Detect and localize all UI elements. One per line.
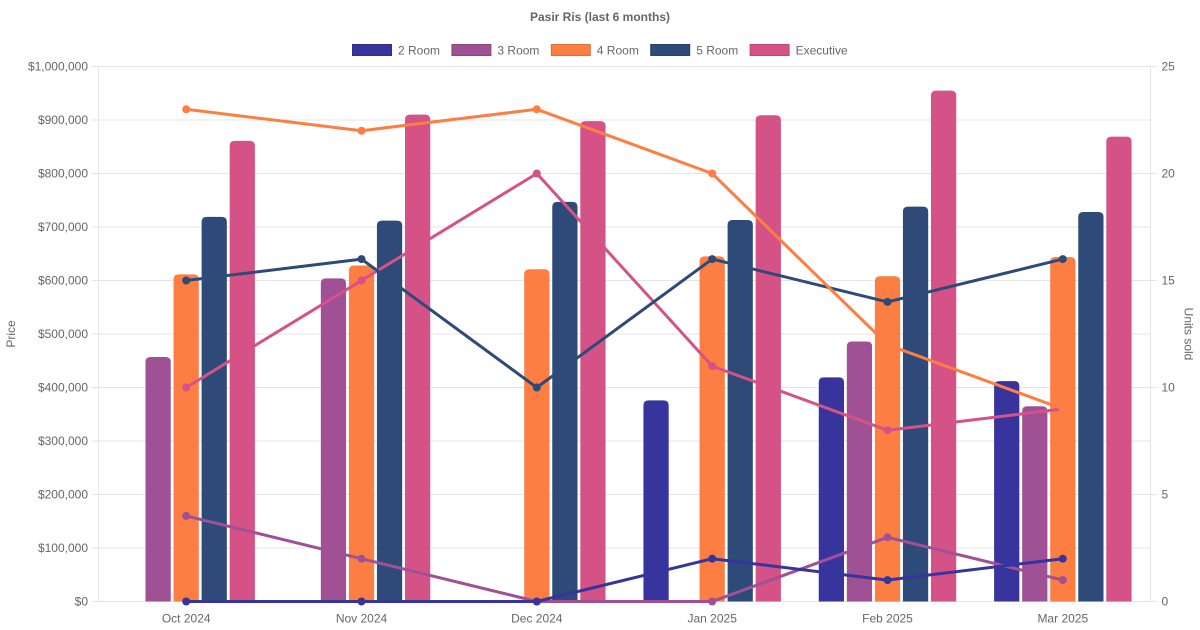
svg-text:5: 5 (1162, 488, 1169, 502)
svg-text:$800,000: $800,000 (38, 167, 88, 181)
svg-text:Executive: Executive (796, 44, 848, 58)
svg-text:3 Room: 3 Room (497, 44, 539, 58)
svg-text:15: 15 (1162, 274, 1176, 288)
svg-text:$200,000: $200,000 (38, 488, 88, 502)
svg-text:$900,000: $900,000 (38, 113, 88, 127)
svg-text:Nov 2024: Nov 2024 (336, 612, 388, 626)
svg-text:2 Room: 2 Room (398, 44, 440, 58)
svg-text:0: 0 (1162, 595, 1169, 609)
svg-text:10: 10 (1162, 381, 1176, 395)
svg-text:5 Room: 5 Room (696, 44, 738, 58)
svg-text:$0: $0 (75, 595, 89, 609)
svg-text:$300,000: $300,000 (38, 434, 88, 448)
svg-text:Jan 2025: Jan 2025 (688, 612, 738, 626)
svg-text:$600,000: $600,000 (38, 274, 88, 288)
svg-text:$400,000: $400,000 (38, 381, 88, 395)
svg-text:4 Room: 4 Room (597, 44, 639, 58)
svg-text:Price: Price (4, 320, 18, 348)
svg-text:$500,000: $500,000 (38, 327, 88, 341)
svg-text:$1,000,000: $1,000,000 (28, 60, 88, 74)
svg-text:Mar 2025: Mar 2025 (1037, 612, 1088, 626)
svg-text:$100,000: $100,000 (38, 541, 88, 555)
svg-text:$700,000: $700,000 (38, 220, 88, 234)
svg-text:Feb 2025: Feb 2025 (862, 612, 913, 626)
svg-text:Units sold: Units sold (1182, 308, 1196, 361)
svg-text:25: 25 (1162, 60, 1176, 74)
svg-text:Pasir Ris (last 6 months): Pasir Ris (last 6 months) (530, 10, 670, 24)
svg-text:Dec 2024: Dec 2024 (511, 612, 563, 626)
svg-text:20: 20 (1162, 167, 1176, 181)
svg-text:Oct 2024: Oct 2024 (162, 612, 211, 626)
